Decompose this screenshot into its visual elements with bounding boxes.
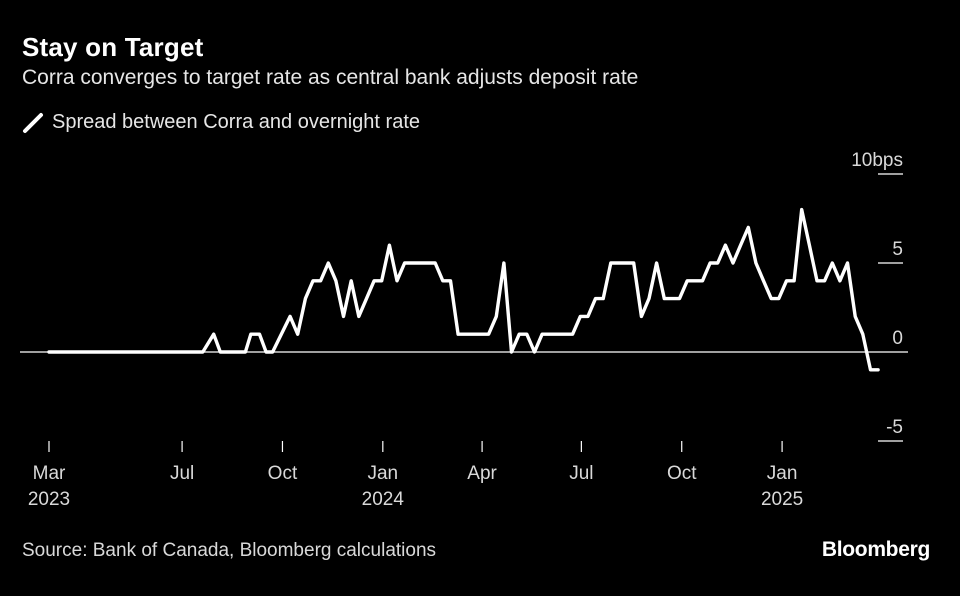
- legend-label: Spread between Corra and overnight rate: [52, 111, 421, 133]
- x-tick-label-5: Jul: [569, 463, 593, 484]
- x-tick-label-3: Jan: [367, 463, 398, 484]
- x-tick-label-4: Apr: [467, 463, 497, 484]
- y-tick-label-3: -5: [886, 417, 903, 438]
- x-tick-year-7: 2025: [761, 489, 803, 510]
- x-tick-label-2: Oct: [268, 463, 298, 484]
- y-tick-label-2: 0: [892, 328, 903, 349]
- x-tick-label-6: Oct: [667, 463, 697, 484]
- x-tick-label-7: Jan: [767, 463, 798, 484]
- source-note: Source: Bank of Canada, Bloomberg calcul…: [22, 540, 437, 561]
- y-tick-label-1: 5: [892, 239, 903, 260]
- y-tick-label-0: 10bps: [851, 150, 903, 171]
- legend: Spread between Corra and overnight rate: [22, 111, 420, 134]
- series-line-0: [47, 207, 880, 372]
- bloomberg-logo: Bloomberg: [821, 538, 930, 561]
- chart-subtitle: Corra converges to target rate as centra…: [22, 66, 639, 89]
- x-tick-label-0: Mar: [33, 463, 66, 484]
- x-tick-year-0: 2023: [28, 489, 70, 510]
- chart-title: Stay on Target: [22, 32, 204, 62]
- legend-line-icon: [23, 112, 43, 133]
- x-tick-year-3: 2024: [362, 489, 405, 510]
- x-tick-label-1: Jul: [170, 463, 194, 484]
